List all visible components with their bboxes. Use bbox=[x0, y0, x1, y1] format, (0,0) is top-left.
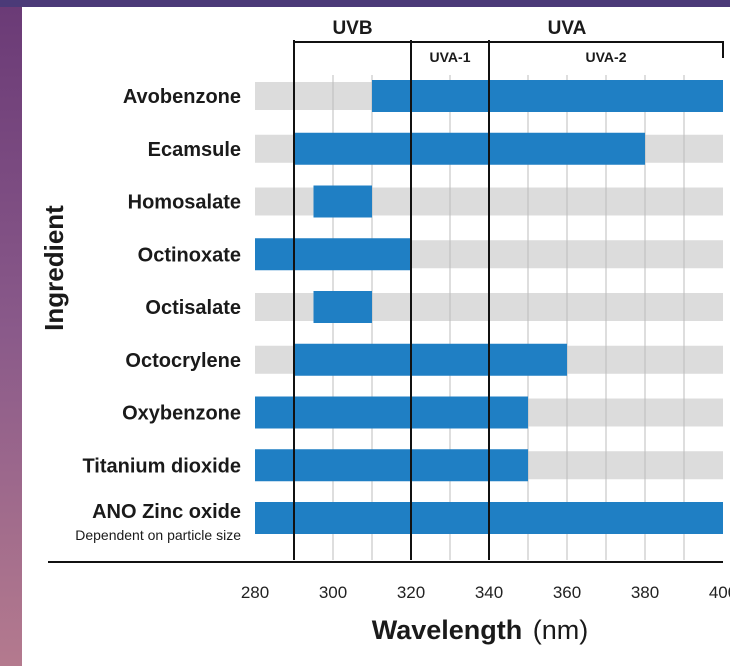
bar-layer bbox=[255, 80, 723, 534]
bar-homosalate bbox=[313, 185, 372, 218]
x-tick-label-340: 340 bbox=[475, 583, 503, 602]
decorative-top-band bbox=[0, 0, 730, 7]
band-brackets: UVB UVA UVA-1 UVA-2 bbox=[293, 18, 724, 65]
bracket-uvb bbox=[293, 41, 412, 58]
category-label-octocrylene: Octocrylene bbox=[125, 350, 241, 372]
bar-avobenzone bbox=[372, 80, 723, 112]
category-label-octinoxate: Octinoxate bbox=[138, 244, 241, 266]
bar-oxybenzone bbox=[255, 396, 528, 429]
category-label-titanium-dioxide: Titanium dioxide bbox=[82, 455, 241, 477]
x-tick-label-320: 320 bbox=[397, 583, 425, 602]
band-label-uva: UVA bbox=[548, 18, 587, 39]
boundary-layer bbox=[293, 40, 490, 560]
bar-ecamsule bbox=[294, 132, 645, 165]
x-tick-label-400: 400 bbox=[709, 583, 730, 602]
bar-octocrylene bbox=[294, 343, 567, 376]
category-label-homosalate: Homosalate bbox=[128, 192, 241, 214]
category-label-ecamsule: Ecamsule bbox=[148, 139, 241, 161]
bracket-uva bbox=[410, 41, 724, 58]
subband-label-uva-2: UVA-2 bbox=[586, 49, 627, 65]
bar-octinoxate bbox=[255, 238, 411, 271]
category-label-avobenzone: Avobenzone bbox=[123, 86, 241, 108]
subband-label-uva-1: UVA-1 bbox=[430, 49, 471, 65]
x-axis-label-unit: (nm) bbox=[533, 615, 589, 645]
category-labels: Avobenzone Ecamsule Homosalate Octinoxate Oc… bbox=[75, 86, 241, 543]
category-note-ano-zinc-oxide: Dependent on particle size bbox=[75, 527, 241, 543]
category-label-oxybenzone: Oxybenzone bbox=[122, 403, 241, 425]
category-label-ano-zinc-oxide: ANO Zinc oxide bbox=[92, 501, 241, 523]
x-axis-label-main: Wavelength bbox=[372, 615, 523, 645]
bar-titanium-dioxide bbox=[255, 449, 528, 482]
category-label-octisalate: Octisalate bbox=[145, 297, 241, 319]
bar-octisalate bbox=[313, 291, 372, 323]
y-axis-label: Ingredient bbox=[39, 205, 69, 331]
x-tick-label-280: 280 bbox=[241, 583, 269, 602]
x-tick-label-360: 360 bbox=[553, 583, 581, 602]
x-axis-label: Wavelength (nm) bbox=[372, 615, 588, 645]
x-tick-labels: 280 300 320 340 360 380 400 bbox=[241, 583, 730, 602]
decorative-left-band bbox=[0, 0, 22, 666]
band-label-uvb: UVB bbox=[332, 18, 372, 39]
x-tick-label-300: 300 bbox=[319, 583, 347, 602]
x-tick-label-380: 380 bbox=[631, 583, 659, 602]
